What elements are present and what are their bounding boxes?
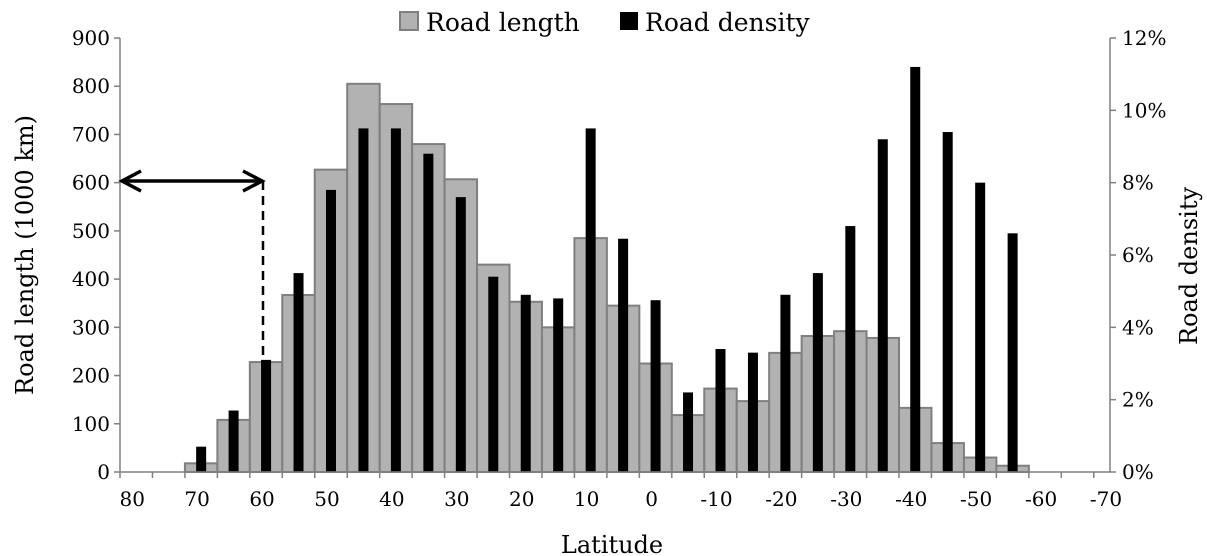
left-tick-label-2: 200 <box>72 364 110 388</box>
legend-label-road-density: Road density <box>645 8 811 37</box>
x-tick-label-14: -60 <box>1025 487 1057 511</box>
left-tick-label-6: 600 <box>72 171 110 195</box>
legend-swatch-road-length <box>399 11 419 31</box>
road-density-bar-14 <box>650 300 661 472</box>
left-tick-label-7: 700 <box>72 122 110 146</box>
right-tick-label-5: 10% <box>1122 98 1166 122</box>
road-density-bar-23 <box>942 132 953 473</box>
road-density-bar-17 <box>747 352 758 472</box>
road-density-bar-2 <box>261 359 272 472</box>
road-density-bar-8 <box>455 197 466 472</box>
right-tick-label-2: 4% <box>1122 315 1154 339</box>
x-tick-labels: 80 70 60 50 40 30 20 10 0 -10 -20 -30 -40 -50 -60 -70 <box>120 487 1123 511</box>
x-tick-label-8: 0 <box>645 487 658 511</box>
left-tick-label-0: 0 <box>97 460 110 484</box>
road-density-bar-18 <box>780 294 791 472</box>
road-density-bar-0 <box>196 446 207 472</box>
x-tick-label-3: 50 <box>314 487 339 511</box>
legend-label-road-length: Road length <box>426 8 580 37</box>
right-tick-label-1: 2% <box>1122 388 1154 412</box>
road-density-bar-25 <box>1007 233 1018 472</box>
right-tick-label-6: 12% <box>1122 26 1166 50</box>
road-density-bar-5 <box>358 128 369 472</box>
road-density-bar-19 <box>812 273 823 472</box>
road-density-bar-12 <box>585 128 596 472</box>
x-tick-label-9: -10 <box>700 487 732 511</box>
road-density-bar-9 <box>488 276 499 472</box>
x-tick-label-5: 30 <box>444 487 469 511</box>
left-tick-labels: 0 100 200 300 400 500 600 700 800 900 <box>72 26 110 484</box>
x-tick-label-12: -40 <box>895 487 927 511</box>
right-tick-labels: 0% 2% 4% 6% 8% 10% 12% <box>1122 26 1166 484</box>
road-density-bar-21 <box>877 139 888 472</box>
road-density-bar-4 <box>325 189 336 472</box>
y2-axis-title: Road density <box>1175 187 1203 345</box>
x-tick-label-15: -70 <box>1090 487 1122 511</box>
right-tick-label-4: 8% <box>1122 171 1154 195</box>
y-axis-title: Road length (1000 km) <box>11 115 39 395</box>
road-length-bars <box>183 82 1030 474</box>
annotation-arrowhead-left <box>118 169 142 193</box>
x-tick-label-13: -50 <box>960 487 992 511</box>
x-tick-label-1: 70 <box>184 487 209 511</box>
annotation <box>118 169 266 363</box>
left-tick-label-5: 500 <box>72 219 110 243</box>
x-tick-label-6: 20 <box>509 487 534 511</box>
road-density-bar-22 <box>910 66 921 472</box>
left-tick-label-8: 800 <box>72 74 110 98</box>
road-density-bar-16 <box>715 349 726 472</box>
road-density-bar-10 <box>520 294 531 472</box>
left-tick-label-1: 100 <box>72 412 110 436</box>
road-density-bar-11 <box>553 298 564 472</box>
road-density-bar-20 <box>845 226 856 472</box>
x-tick-label-0: 80 <box>120 487 145 511</box>
road-density-bar-3 <box>293 273 304 472</box>
x-tick-label-10: -20 <box>765 487 797 511</box>
road-density-bar-15 <box>683 392 694 472</box>
x-tick-label-11: -30 <box>830 487 862 511</box>
x-tick-label-2: 60 <box>249 487 274 511</box>
tick-marks <box>114 37 1116 478</box>
x-tick-label-7: 10 <box>574 487 599 511</box>
left-tick-label-3: 300 <box>72 315 110 339</box>
road-density-bar-6 <box>390 128 401 472</box>
right-tick-label-0: 0% <box>1122 460 1154 484</box>
road-density-bars <box>196 66 1018 473</box>
road-density-bar-1 <box>228 410 239 472</box>
left-tick-label-4: 400 <box>72 267 110 291</box>
x-tick-label-4: 40 <box>379 487 404 511</box>
x-axis-title: Latitude <box>561 531 663 556</box>
right-tick-label-3: 6% <box>1122 243 1154 267</box>
legend-swatch-road-density <box>620 12 638 30</box>
road-density-bar-24 <box>975 182 986 472</box>
legend: Road length Road density <box>399 8 811 37</box>
road-density-bar-13 <box>618 238 629 472</box>
left-tick-label-9: 900 <box>72 26 110 50</box>
road-density-bar-7 <box>423 153 434 472</box>
